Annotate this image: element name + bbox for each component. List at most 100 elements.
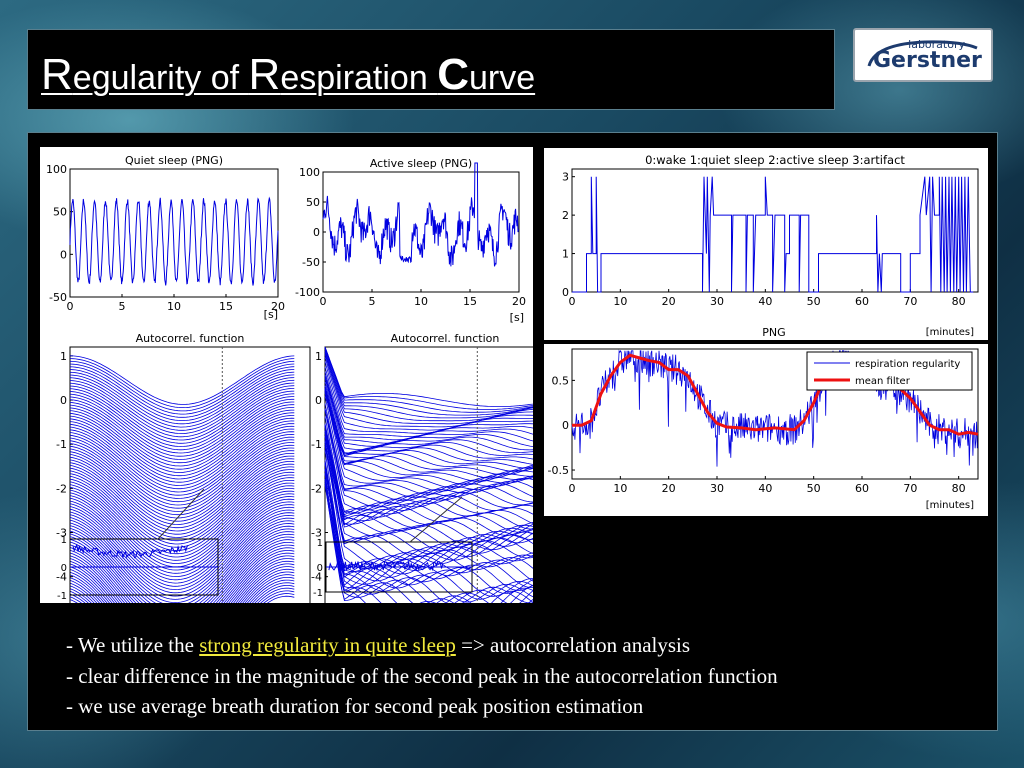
y-tick-label: -1 xyxy=(57,591,67,602)
x-tick-label: 70 xyxy=(903,295,917,308)
autocorrelation-curve xyxy=(69,461,295,532)
legend-box xyxy=(806,351,973,391)
autocorrelation-curve xyxy=(69,371,295,425)
autocorrelation-curve xyxy=(69,417,295,480)
autocorrelation-curve xyxy=(69,390,295,447)
x-tick-label: 10 xyxy=(167,300,181,313)
y-tick-label: -100 xyxy=(295,286,320,299)
autocorrelation-curve xyxy=(324,389,550,458)
y-tick-label: 1 xyxy=(317,538,323,549)
autocorrelation-curve xyxy=(69,490,295,568)
title-part: espiration xyxy=(280,59,438,97)
autocorrelation-curve xyxy=(324,468,550,581)
autocorrelation-curve xyxy=(324,425,550,549)
autocorrelation-curve xyxy=(69,415,295,477)
autocorrelation-curve xyxy=(69,396,295,454)
autocorrelation-curve xyxy=(324,474,550,594)
x-tick-label: 70 xyxy=(903,482,917,495)
x-tick-label: 5 xyxy=(119,300,126,313)
autocorrelation-curve xyxy=(324,444,550,564)
autocorrelation-curve xyxy=(69,360,295,412)
x-tick-label: 10 xyxy=(414,295,428,308)
x-tick-label: 80 xyxy=(952,482,966,495)
autocorrelation-curve xyxy=(324,464,550,591)
autocorrelation-curve xyxy=(324,347,550,416)
autocorrelation-curve xyxy=(324,470,550,603)
autocorrelation-curve xyxy=(324,366,550,437)
y-tick-label: 100 xyxy=(299,166,320,179)
y-tick-label: -50 xyxy=(302,256,320,269)
autocorrelation-curve xyxy=(69,379,295,434)
mean-filter-trace xyxy=(572,353,979,436)
autocorrelation-curve xyxy=(69,404,295,464)
autocorrelation-curve xyxy=(324,390,550,492)
x-tick-label: 15 xyxy=(219,300,233,313)
autocorrelation-curve xyxy=(69,458,295,529)
y-tick-label: 1 xyxy=(60,350,67,363)
autocorrelation-curve xyxy=(69,385,295,441)
legend-label: respiration regularity xyxy=(855,359,960,370)
y-tick-label: -1 xyxy=(56,438,67,451)
chart-title: 0:wake 1:quiet sleep 2:active sleep 3:ar… xyxy=(645,153,905,167)
x-tick-label: 0 xyxy=(569,295,576,308)
x-tick-label: 15 xyxy=(463,295,477,308)
autocorrelation-curve xyxy=(324,346,550,410)
x-tick-label: 20 xyxy=(512,295,526,308)
autocorrelation-curve xyxy=(324,462,550,586)
title-bar: Regularity of Respiration Curve xyxy=(27,29,835,110)
x-tick-label: 60 xyxy=(855,482,869,495)
autocorrelation-curve xyxy=(69,471,295,545)
chart-title: Autocorrel. function xyxy=(136,332,245,345)
autocorrelation-curve xyxy=(324,408,550,508)
x-tick-label: 20 xyxy=(662,482,676,495)
laboratory-logo: laboratory Gerstner xyxy=(853,28,993,82)
autocorrelation-curve xyxy=(69,377,295,431)
autocorrelation-curve xyxy=(69,517,295,600)
zoom-connector xyxy=(409,496,463,543)
zoom-connector xyxy=(157,488,205,540)
autocorrelation-curve xyxy=(324,430,550,545)
autocorrelation-curve xyxy=(324,357,550,431)
autocorrelation-curve xyxy=(324,361,550,434)
x-axis-label: PNG xyxy=(762,326,785,339)
autocorrelation-curve xyxy=(324,436,550,539)
autocorrelation-curve xyxy=(69,504,295,584)
autocorrelation-curve xyxy=(324,479,550,600)
autocorrelation-curve xyxy=(324,389,550,462)
sleep-state-trace xyxy=(572,176,974,293)
autocorrelation-curve xyxy=(69,366,295,418)
y-tick-label: 3 xyxy=(562,171,569,184)
autocorrelation-curve xyxy=(324,430,550,516)
y-tick-label: 1 xyxy=(562,248,569,261)
x-tick-label: 50 xyxy=(807,295,821,308)
autocorrelation-curve xyxy=(324,441,550,558)
plot-frame xyxy=(571,348,979,480)
autocorrelation-curve xyxy=(69,423,295,486)
x-axis-unit: [minutes] xyxy=(926,500,974,511)
zoom-quiet-curve xyxy=(72,543,189,560)
autocorrelation-curve xyxy=(69,433,295,499)
autocorrelation-curve xyxy=(324,424,550,517)
x-tick-label: 60 xyxy=(855,295,869,308)
autocorrelation-curve xyxy=(69,382,295,438)
autocorrelation-curve xyxy=(69,452,295,522)
x-tick-label: 10 xyxy=(613,295,627,308)
autocorrelation-curve xyxy=(69,425,295,490)
active-sleep-signal xyxy=(322,162,519,267)
autocorrelation-curve xyxy=(69,412,295,473)
x-axis-unit: [s] xyxy=(264,308,278,321)
x-tick-label: 20 xyxy=(271,300,285,313)
autocorrelation-curve xyxy=(69,463,295,535)
y-tick-label: 100 xyxy=(46,163,67,176)
legend-label: mean filter xyxy=(855,376,911,387)
autocorrelation-curve xyxy=(324,350,550,422)
bullet-list: - We utilize the strong regularity in qu… xyxy=(66,630,986,722)
x-tick-label: 30 xyxy=(710,295,724,308)
autocorrelation-curve xyxy=(69,447,295,516)
autocorrelation-curve xyxy=(69,431,295,496)
title-part: egularity of xyxy=(72,59,249,97)
autocorrelation-curve xyxy=(324,403,550,498)
y-tick-label: -0.5 xyxy=(548,464,569,477)
zoom-active-curve xyxy=(328,559,444,572)
y-tick-label: 0 xyxy=(562,419,569,432)
